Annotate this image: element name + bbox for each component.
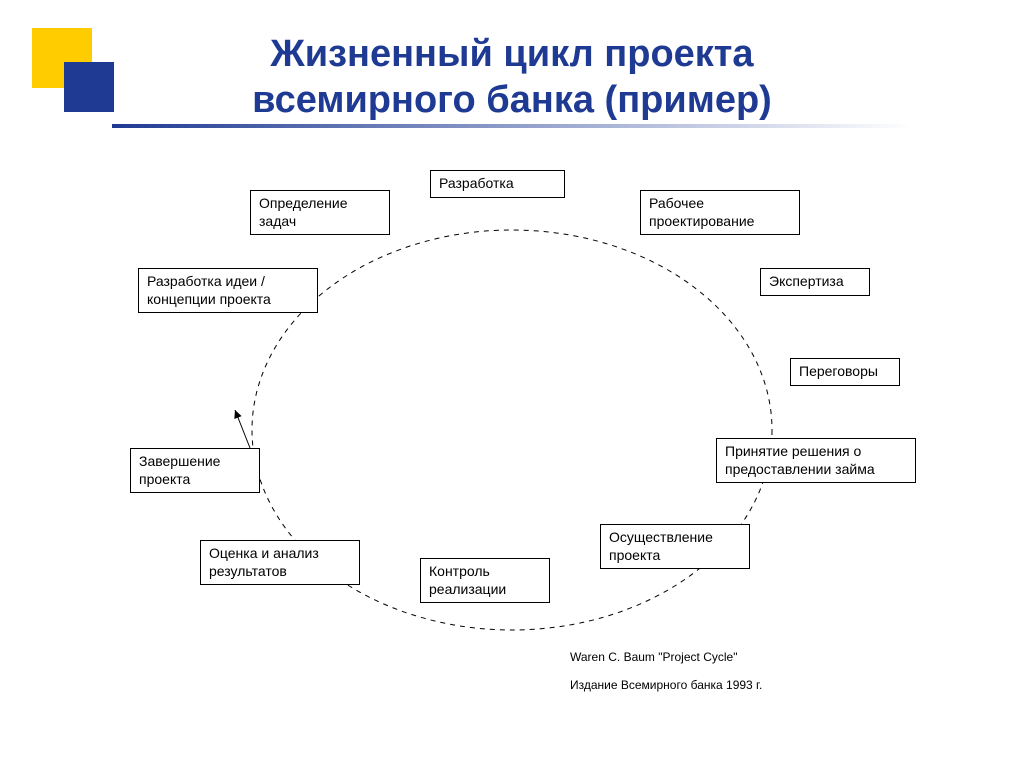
cycle-node-label: результатов <box>209 563 287 579</box>
cycle-node-label: Осуществление <box>609 529 713 545</box>
cycle-node-label: Экспертиза <box>769 273 844 289</box>
decor-underline <box>112 124 912 128</box>
cycle-node-label: Завершение <box>139 453 220 469</box>
cycle-node-label: концепции проекта <box>147 291 271 307</box>
slide-title: Жизненный цикл проекта всемирного банка … <box>0 32 1024 123</box>
cycle-node-label: проектирование <box>649 213 754 229</box>
cycle-node-n3: Переговоры <box>790 358 900 386</box>
project-cycle-diagram: Разработка Рабочее проектирование Экспертиз… <box>0 150 1024 710</box>
cycle-node-label: Переговоры <box>799 363 878 379</box>
cycle-node-n5: Осуществление проекта <box>600 524 750 569</box>
cycle-node-n0: Разработка <box>430 170 565 198</box>
cycle-node-n4: Принятие решения о предоставлении займа <box>716 438 916 483</box>
cycle-node-n6: Контроль реализации <box>420 558 550 603</box>
title-line-2: всемирного банка (пример) <box>252 79 772 121</box>
cycle-node-label: предоставлении займа <box>725 461 875 477</box>
cycle-node-n8: Завершение проекта <box>130 448 260 493</box>
citation-line-1: Waren C. Baum "Project Cycle" <box>570 650 737 664</box>
cycle-svg <box>0 150 1024 710</box>
citation-line-2: Издание Всемирного банка 1993 г. <box>570 678 762 692</box>
title-line-1: Жизненный цикл проекта <box>270 33 753 75</box>
cycle-node-n10: Определение задач <box>250 190 390 235</box>
cycle-node-label: реализации <box>429 581 506 597</box>
cycle-node-label: задач <box>259 213 296 229</box>
cycle-node-label: Разработка <box>439 175 514 191</box>
cycle-node-n9: Разработка идеи / концепции проекта <box>138 268 318 313</box>
cycle-node-label: проекта <box>139 471 190 487</box>
cycle-node-label: проекта <box>609 547 660 563</box>
cycle-node-n7: Оценка и анализ результатов <box>200 540 360 585</box>
cycle-node-label: Контроль <box>429 563 490 579</box>
cycle-node-n2: Экспертиза <box>760 268 870 296</box>
cycle-node-label: Принятие решения о <box>725 443 861 459</box>
cycle-node-label: Оценка и анализ <box>209 545 319 561</box>
cycle-node-n1: Рабочее проектирование <box>640 190 800 235</box>
cycle-node-label: Разработка идеи / <box>147 273 265 289</box>
cycle-node-label: Определение <box>259 195 348 211</box>
cycle-node-label: Рабочее <box>649 195 704 211</box>
